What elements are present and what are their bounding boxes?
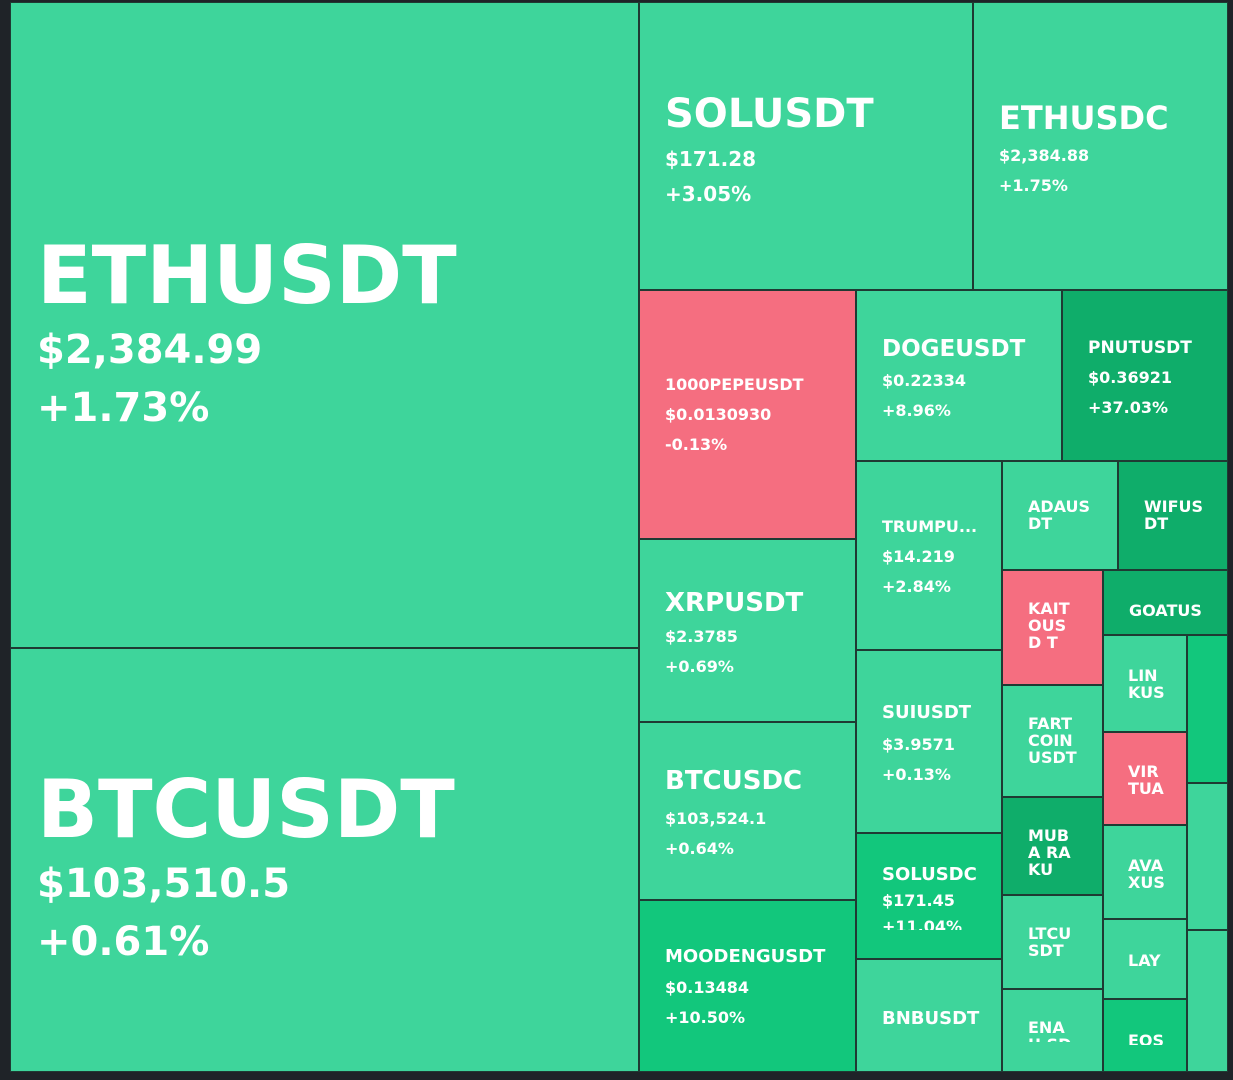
price-label: $0.36921 <box>1088 368 1173 387</box>
tile-wifusdt[interactable]: WIFUS DT <box>1118 461 1228 570</box>
tile-1000pepeusdt[interactable]: 1000PEPEUSDT $0.0130930 -0.13% <box>639 290 856 539</box>
change-label: +0.69% <box>665 657 734 676</box>
change-label: +10.50% <box>665 1008 746 1027</box>
tile-pnutusdt[interactable]: PNUTUSDT $0.36921 +37.03% <box>1062 290 1228 461</box>
symbol-label: SOLUSDC <box>882 864 977 885</box>
tile-layusdt[interactable]: LAY <box>1103 919 1187 999</box>
price-label: $14.219 <box>882 547 955 566</box>
symbol-label: ENAU SDT <box>1028 1020 1071 1042</box>
symbol-label: GOATUS <box>1129 601 1202 620</box>
symbol-label: ADAUS DT <box>1028 497 1091 533</box>
symbol-label: LAY <box>1128 951 1161 970</box>
tile-avaxusdt[interactable]: AVA XUS <box>1103 825 1187 919</box>
market-heatmap: ETHUSDT $2,384.99 +1.73% BTCUSDT $103,51… <box>10 2 1228 1072</box>
symbol-label: ETHUSDC <box>999 99 1169 137</box>
price-label: $0.0130930 <box>665 405 772 424</box>
tile-xrpusdt[interactable]: XRPUSDT $2.3785 +0.69% <box>639 539 856 722</box>
tile-goatusdt[interactable]: GOATUS <box>1103 570 1228 635</box>
symbol-label: MUBA RAKU <box>1028 826 1071 879</box>
price-label: $103,524.1 <box>665 809 767 828</box>
tile-suiusdt[interactable]: SUIUSDT $3.9571 +0.13% <box>856 650 1002 833</box>
price-label: $171.28 <box>665 147 757 171</box>
symbol-label: BTCUSDC <box>665 766 803 796</box>
symbol-label: LIN KUS <box>1128 666 1165 702</box>
price-label: $0.13484 <box>665 978 750 997</box>
tile-btcusdc[interactable]: BTCUSDC $103,524.1 +0.64% <box>639 722 856 900</box>
tile-linkusdt[interactable]: LIN KUS <box>1103 635 1187 732</box>
symbol-label: BNBUSDT <box>882 1008 980 1029</box>
symbol-label: VIR TUA <box>1128 762 1164 798</box>
change-label: +0.13% <box>882 765 951 784</box>
tile-ethusdc[interactable]: ETHUSDC $2,384.88 +1.75% <box>973 2 1228 290</box>
price-label: $2.3785 <box>665 627 738 646</box>
symbol-label: MOODENGUSDT <box>665 946 826 967</box>
change-label: +1.73% <box>37 385 210 431</box>
change-label: +11.04% <box>882 917 963 930</box>
change-label: +3.05% <box>665 182 752 206</box>
tile-enausdt[interactable]: ENAU SDT <box>1002 989 1103 1072</box>
symbol-label: 1000PEPEUSDT <box>665 375 804 394</box>
tile-ethusdt[interactable]: ETHUSDT $2,384.99 +1.73% <box>10 2 639 648</box>
symbol-label: SOLUSDT <box>665 91 874 137</box>
symbol-label: KAIT OUSD T <box>1028 599 1070 652</box>
symbol-label: EOS <box>1128 1031 1165 1045</box>
price-label: $2,384.88 <box>999 146 1090 165</box>
tile-mubarakusdt[interactable]: MUBA RAKU <box>1002 797 1103 895</box>
tile-solusdc[interactable]: SOLUSDC $171.45 +11.04% <box>856 833 1002 959</box>
change-label: +37.03% <box>1088 398 1169 417</box>
tile-right-edge-1[interactable] <box>1187 635 1228 783</box>
price-label: $0.22334 <box>882 371 967 390</box>
symbol-label: XRPUSDT <box>665 588 804 618</box>
change-label: +8.96% <box>882 401 951 420</box>
tile-eosusdt[interactable]: EOS <box>1103 999 1187 1072</box>
tile-fartcoinusdt[interactable]: FART COIN USDT <box>1002 685 1103 797</box>
change-label: +0.64% <box>665 839 734 858</box>
tile-solusdt[interactable]: SOLUSDT $171.28 +3.05% <box>639 2 973 290</box>
change-label: +2.84% <box>882 577 951 596</box>
price-label: $2,384.99 <box>37 327 263 373</box>
symbol-label: FART COIN USDT <box>1028 714 1077 767</box>
symbol-label: LTCU SDT <box>1028 924 1072 960</box>
change-label: +1.75% <box>999 176 1068 195</box>
symbol-label: WIFUS DT <box>1144 497 1204 533</box>
tile-virtualusdt[interactable]: VIR TUA <box>1103 732 1187 825</box>
tile-trumpusdt[interactable]: TRUMPU... $14.219 +2.84% <box>856 461 1002 650</box>
symbol-label: DOGEUSDT <box>882 336 1026 362</box>
symbol-label: ETHUSDT <box>37 229 457 322</box>
tile-kaitousdt[interactable]: KAIT OUSD T <box>1002 570 1103 685</box>
change-label: +0.61% <box>37 919 210 965</box>
price-label: $3.9571 <box>882 735 955 754</box>
tile-btcusdt[interactable]: BTCUSDT $103,510.5 +0.61% <box>10 648 639 1072</box>
price-label: $103,510.5 <box>37 861 291 907</box>
symbol-label: BTCUSDT <box>37 763 455 856</box>
tile-moodengusdt[interactable]: MOODENGUSDT $0.13484 +10.50% <box>639 900 856 1072</box>
price-label: $171.45 <box>882 891 955 910</box>
change-label: -0.13% <box>665 435 728 454</box>
tile-right-edge-2[interactable] <box>1187 783 1228 930</box>
symbol-label: SUIUSDT <box>882 702 972 723</box>
tile-bnbusdt[interactable]: BNBUSDT <box>856 959 1002 1072</box>
symbol-label: PNUTUSDT <box>1088 338 1192 358</box>
symbol-label: AVA XUS <box>1128 856 1165 892</box>
symbol-label: TRUMPU... <box>882 517 978 536</box>
tile-ltcusdt[interactable]: LTCU SDT <box>1002 895 1103 989</box>
tile-adausdt[interactable]: ADAUS DT <box>1002 461 1118 570</box>
tile-dogeusdt[interactable]: DOGEUSDT $0.22334 +8.96% <box>856 290 1062 461</box>
tile-right-edge-3[interactable] <box>1187 930 1228 1072</box>
